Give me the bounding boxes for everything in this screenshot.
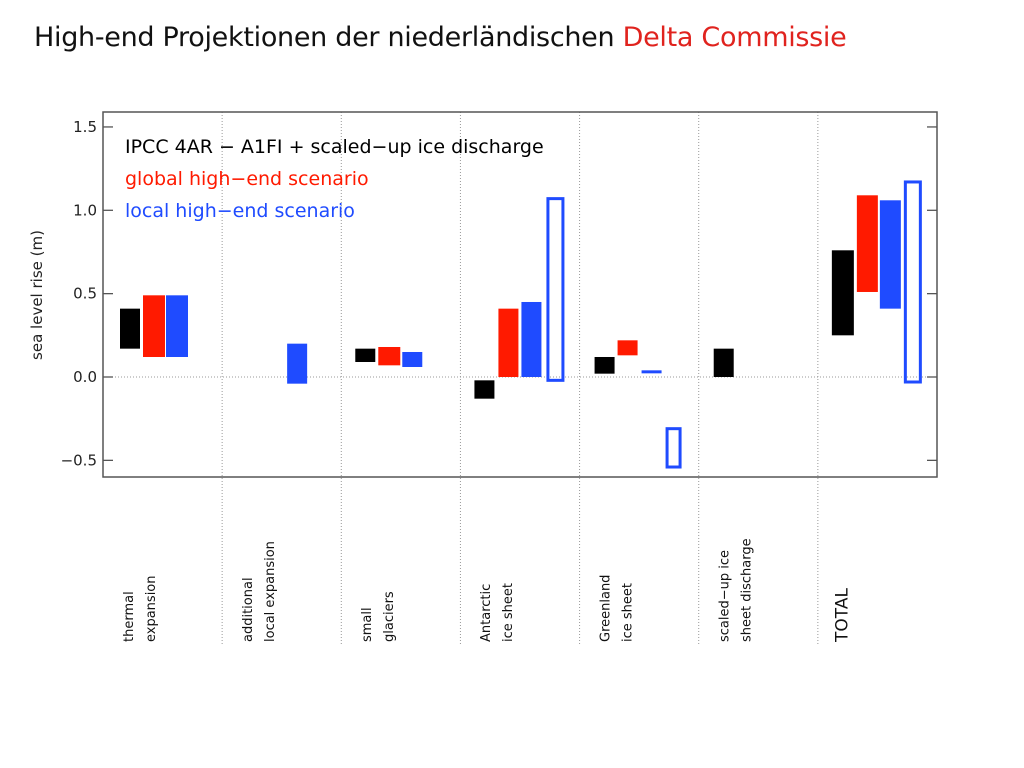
category-label: expansion: [144, 576, 159, 643]
legend: IPCC 4AR − A1FI + scaled−up ice discharg…: [125, 136, 544, 222]
bar-red: [856, 195, 878, 292]
bar-blue: [641, 370, 662, 374]
y-tick-label: 1.0: [73, 201, 97, 219]
bar-layer: [120, 180, 922, 469]
y-axis-label: sea level rise (m): [28, 230, 46, 360]
bar-blue: [521, 301, 542, 377]
bar-red: [378, 346, 401, 366]
slide-title: High-end Projektionen der niederländisch…: [34, 22, 847, 53]
y-tick-label: 0.5: [73, 285, 97, 303]
bar-red: [617, 340, 638, 356]
legend-entry-0: IPCC 4AR − A1FI + scaled−up ice discharg…: [125, 136, 544, 158]
category-label: local expansion: [263, 541, 278, 642]
category-label: Antarctic: [479, 584, 494, 642]
category-label: glaciers: [382, 591, 397, 642]
bar-black: [713, 348, 734, 377]
y-tick-label: 0.0: [73, 368, 97, 386]
axis-layer: 1.5 1.0 0.5 0.0 −0.5: [61, 118, 937, 469]
bar-outline-blue: [665, 427, 682, 469]
bar-outline-blue: [903, 180, 922, 384]
slide-title-accent: Delta Commissie: [622, 22, 847, 53]
bar-black: [831, 250, 854, 336]
category-label: Greenland: [598, 575, 613, 642]
y-tick-label: −0.5: [61, 451, 97, 469]
bar-black: [474, 380, 495, 399]
bar-outline-blue: [546, 197, 565, 382]
bar-black: [594, 356, 615, 374]
category-labels: thermal expansion additional local expansio…: [122, 538, 853, 643]
bar-blue: [287, 343, 308, 384]
bar-blue: [402, 351, 423, 367]
bar-blue: [879, 200, 901, 309]
bar-blue: [166, 295, 188, 357]
plot-frame: [102, 111, 938, 478]
category-label: sheet discharge: [740, 538, 755, 642]
grid-layer: [103, 112, 937, 645]
category-label: thermal: [122, 591, 137, 642]
category-label: ice sheet: [501, 583, 516, 642]
category-label: TOTAL: [833, 588, 853, 643]
slide-title-main: High-end Projektionen der niederländisch…: [34, 22, 615, 53]
bar-black: [355, 348, 376, 362]
category-label: ice sheet: [620, 583, 635, 642]
legend-entry-2: local high−end scenario: [125, 200, 355, 222]
category-label: scaled−up ice: [718, 550, 733, 642]
bar-red: [143, 295, 165, 357]
legend-entry-1: global high−end scenario: [125, 168, 369, 190]
bar-black: [120, 308, 140, 349]
bar-red: [498, 308, 519, 377]
category-label: additional: [241, 577, 256, 642]
category-label: small: [360, 607, 375, 642]
y-tick-label: 1.5: [73, 118, 97, 136]
